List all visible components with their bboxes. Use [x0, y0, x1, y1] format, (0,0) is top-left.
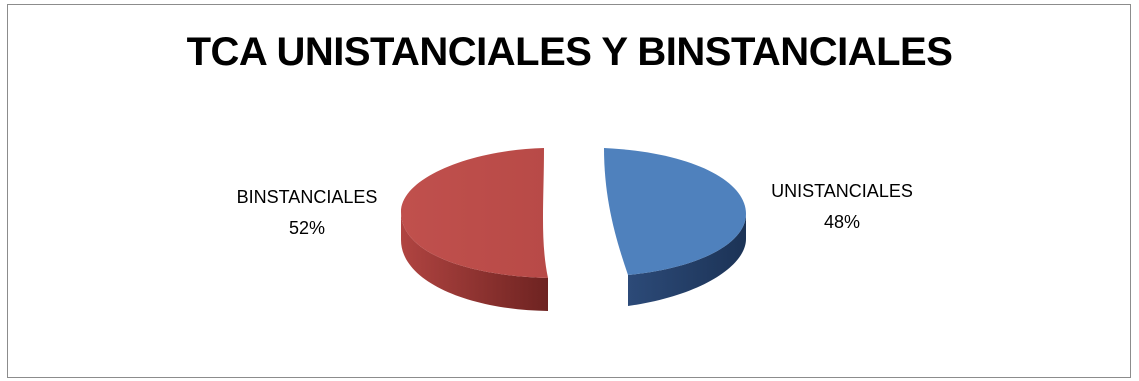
- slice-unistanciales: [604, 148, 746, 306]
- label-binstanciales-name: BINSTANCIALES: [237, 187, 378, 207]
- slice-binstanciales: [401, 148, 548, 311]
- slice-binstanciales-side: [401, 212, 548, 311]
- label-binstanciales-value: 52%: [289, 218, 325, 238]
- label-unistanciales-value: 48%: [824, 212, 860, 232]
- label-unistanciales-name: UNISTANCIALES: [771, 181, 913, 201]
- chart-area: [7, 4, 1131, 378]
- slice-binstanciales-top: [401, 148, 548, 278]
- slice-unistanciales-side: [628, 214, 746, 306]
- slice-unistanciales-top: [604, 148, 746, 275]
- chart-title: TCA UNISTANCIALES Y BINSTANCIALES: [186, 30, 953, 74]
